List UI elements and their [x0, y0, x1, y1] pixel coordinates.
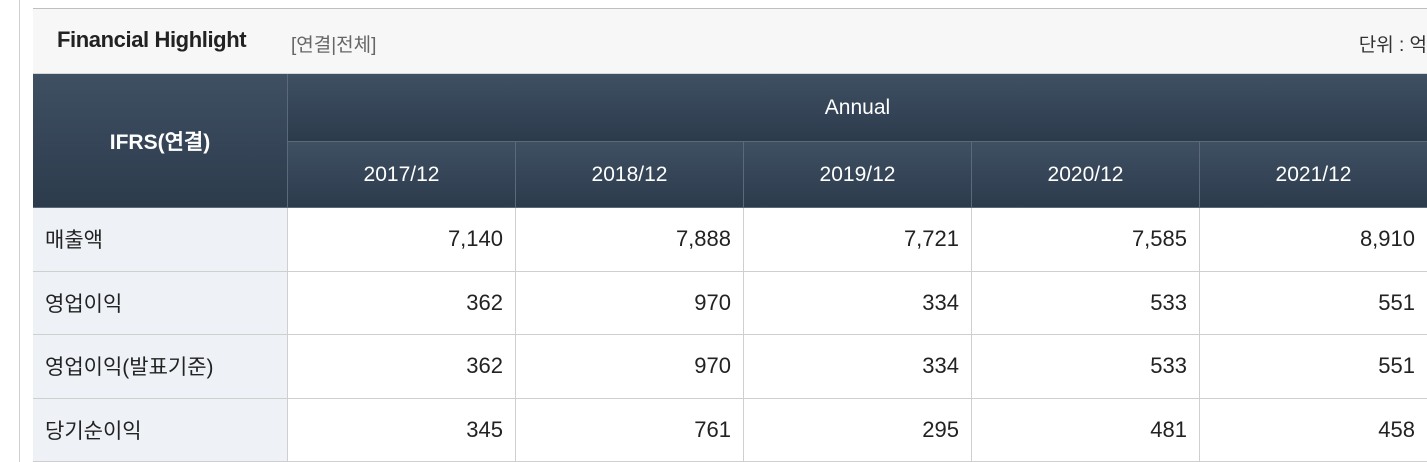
cell: 7,721: [744, 208, 972, 272]
cell: 551: [1200, 335, 1427, 399]
cell: 8,910: [1200, 208, 1427, 272]
column-header: 2019/12: [744, 142, 972, 208]
cell: 362: [288, 271, 516, 335]
cell: 334: [744, 335, 972, 399]
cell: 362: [288, 335, 516, 399]
column-header: 2020/12: [972, 142, 1200, 208]
header-bar: Financial Highlight [연결|전체] 단위 : 억: [33, 8, 1427, 74]
column-header: 2018/12: [516, 142, 744, 208]
cell: 970: [516, 335, 744, 399]
cell: 7,888: [516, 208, 744, 272]
row-label: 매출액: [33, 208, 288, 272]
cell: 761: [516, 398, 744, 462]
cell: 481: [972, 398, 1200, 462]
cell: 295: [744, 398, 972, 462]
cell: 970: [516, 271, 744, 335]
cell: 533: [972, 271, 1200, 335]
cell: 533: [972, 335, 1200, 399]
cell: 334: [744, 271, 972, 335]
unit: 단위 : 억: [1358, 35, 1427, 56]
row-label: 영업이익: [33, 271, 288, 335]
table: IFRS(연결) Annual 2017/12 2018/12 2019/12 2020/…: [33, 74, 1427, 462]
row-label: 영업이익(발표기준): [33, 335, 288, 399]
subtitle: [연결|전체]: [291, 35, 377, 56]
panel-border: [19, 0, 20, 462]
corner-header: IFRS(연결): [33, 74, 288, 208]
cell: 551: [1200, 271, 1427, 335]
cell: 345: [288, 398, 516, 462]
title: Financial Highlight: [57, 27, 247, 52]
group-header: Annual: [288, 74, 1427, 142]
cell: 7,585: [972, 208, 1200, 272]
row-label: 당기순이익: [33, 398, 288, 462]
cell: 458: [1200, 398, 1427, 462]
cell: 7,140: [288, 208, 516, 272]
column-header: 2017/12: [288, 142, 516, 208]
column-header: 2021/12: [1200, 142, 1427, 208]
